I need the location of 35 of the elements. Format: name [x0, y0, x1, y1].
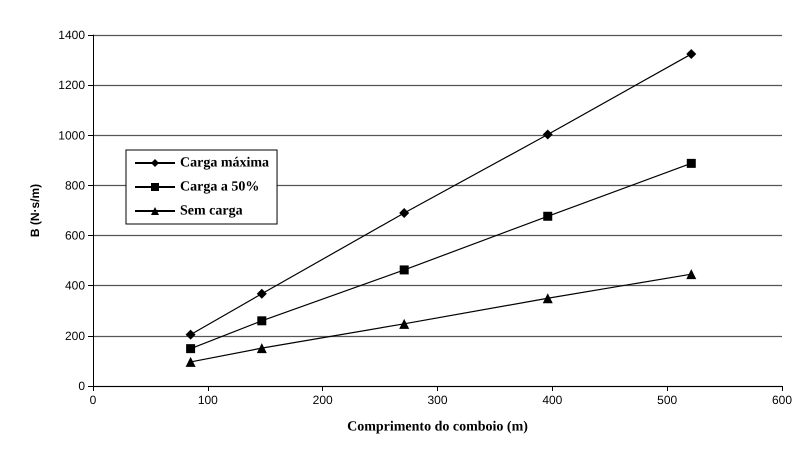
- legend-label: Carga máxima: [180, 156, 270, 170]
- point: [400, 265, 409, 274]
- y-tick-label: 400: [64, 278, 86, 293]
- x-tick-label: 300: [427, 393, 448, 407]
- point: [256, 343, 267, 354]
- point: [186, 344, 196, 354]
- point: [256, 288, 267, 299]
- point: [542, 130, 553, 140]
- x-tick-label: 0: [90, 393, 97, 407]
- point: [399, 208, 410, 218]
- point: [542, 293, 553, 304]
- point: [399, 318, 410, 329]
- y-tick-label: 1400: [58, 28, 86, 42]
- x-axis-title: Comprimento do comboio (m): [347, 420, 528, 434]
- y-tick-label: 1000: [58, 128, 86, 142]
- point: [686, 269, 696, 280]
- x-tick-label: 200: [312, 393, 333, 407]
- point: [543, 212, 552, 221]
- x-tick-label: 400: [542, 393, 563, 407]
- y-tick-label: 800: [64, 178, 86, 192]
- y-axis-title: B (N·s/m): [28, 184, 42, 238]
- y-tick-label: 200: [64, 328, 86, 343]
- y-tick-label: 0: [78, 379, 86, 393]
- point: [686, 158, 696, 168]
- x-tick-label: 500: [657, 393, 678, 407]
- point: [686, 49, 696, 60]
- x-tick-label: 600: [772, 393, 792, 407]
- x-tick-label: 100: [198, 393, 218, 407]
- point: [186, 356, 196, 367]
- y-tick-label: 1200: [58, 78, 86, 92]
- point: [186, 330, 196, 340]
- y-tick-label: 600: [64, 228, 86, 243]
- legend-label: Sem carga: [180, 204, 243, 218]
- point: [257, 316, 266, 326]
- legend-label: Carga a 50%: [180, 180, 260, 194]
